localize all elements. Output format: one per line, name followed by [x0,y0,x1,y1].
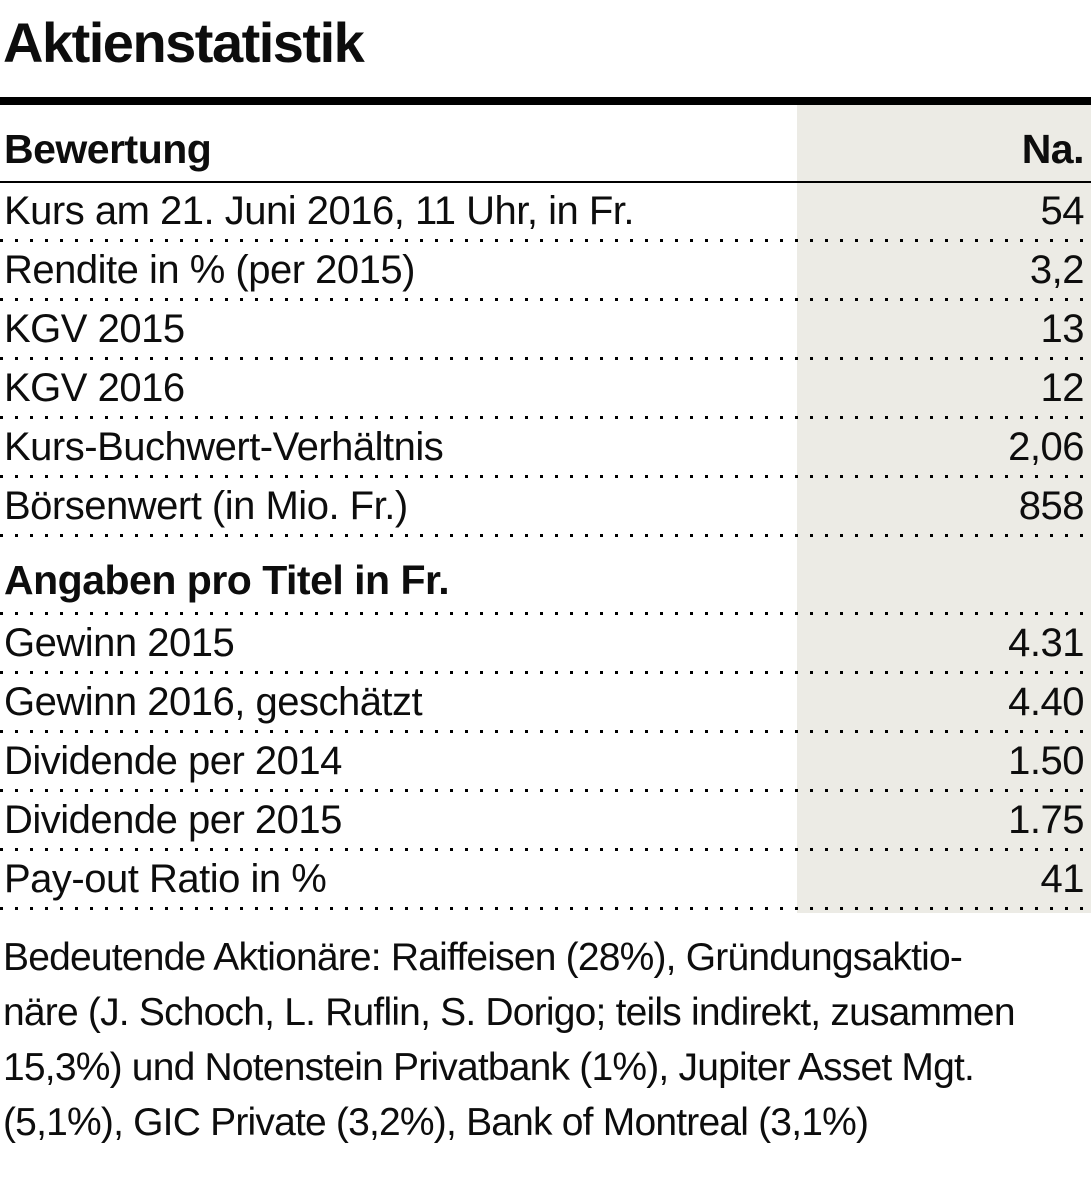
dotted-separator [0,907,1091,910]
row-label: Dividende per 2015 [4,797,342,842]
row-label: Börsenwert (in Mio. Fr.) [4,483,408,528]
dotted-separator [0,789,1091,792]
dotted-separator [0,298,1091,301]
row-value: 1.75 [1008,797,1084,842]
row-label: KGV 2016 [4,365,185,410]
section-header: Angaben pro Titel in Fr. [4,557,450,603]
column-header-bewertung: Bewertung [4,126,212,172]
stats-table: Bewertung Na. Kurs am 21. Juni 2016, 11 … [0,105,1091,913]
row-label: Kurs am 21. Juni 2016, 11 Uhr, in Fr. [4,188,634,233]
table-row: Gewinn 2015 4.31 [0,615,1091,671]
row-value: 858 [1018,483,1085,528]
page-title: Aktienstatistik [3,11,365,74]
row-value: 2,06 [1008,424,1084,469]
row-label: Kurs-Buchwert-Verhältnis [4,424,444,469]
dotted-separator [0,416,1091,419]
row-value: 1.50 [1008,738,1084,783]
top-rule [0,97,1091,105]
dotted-separator [0,239,1091,242]
table-row: Gewinn 2016, geschätzt 4.40 [0,674,1091,730]
table-row: Dividende per 2014 1.50 [0,733,1091,789]
footnote-line: (5,1%), GIC Private (3,2%), Bank of Mont… [3,1101,869,1144]
footnote-line: Bedeutende Aktionäre: Raiffeisen (28%), … [3,936,963,979]
dotted-separator [0,357,1091,360]
dotted-separator [0,848,1091,851]
row-value: 3,2 [1029,247,1085,292]
row-value: 4.40 [1008,679,1084,724]
dotted-separator [0,671,1091,674]
dotted-separator [0,730,1091,733]
footnote: Bedeutende Aktionäre: Raiffeisen (28%), … [3,930,1091,1150]
table-row: Kurs-Buchwert-Verhältnis 2,06 [0,419,1091,475]
table-row: KGV 2016 12 [0,360,1091,416]
table-row: Dividende per 2015 1.75 [0,792,1091,848]
row-value: 12 [1040,365,1085,410]
dotted-separator [0,534,1091,537]
row-label: Rendite in % (per 2015) [4,247,415,292]
dotted-separator [0,612,1091,615]
table-row: Pay-out Ratio in % 41 [0,851,1091,907]
row-label: Gewinn 2016, geschätzt [4,679,423,724]
row-label: Pay-out Ratio in % [4,856,327,901]
footnote-line: näre (J. Schoch, L. Ruflin, S. Dorigo; t… [3,991,1016,1034]
table-row: Kurs am 21. Juni 2016, 11 Uhr, in Fr. 54 [0,183,1091,239]
table-header-row: Bewertung Na. [0,105,1091,183]
row-value: 13 [1040,306,1085,351]
column-header-na: Na. [1021,126,1085,172]
row-label: Dividende per 2014 [4,738,342,783]
table-row: KGV 2015 13 [0,301,1091,357]
table-row: Börsenwert (in Mio. Fr.) 858 [0,478,1091,534]
dotted-separator [0,475,1091,478]
row-label: Gewinn 2015 [4,620,235,665]
row-value: 54 [1040,188,1085,233]
footnote-line: 15,3%) und Notenstein Privatbank (1%), J… [3,1046,975,1089]
table-row: Rendite in % (per 2015) 3,2 [0,242,1091,298]
row-value: 41 [1040,856,1085,901]
row-value: 4.31 [1008,620,1084,665]
row-label: KGV 2015 [4,306,185,351]
